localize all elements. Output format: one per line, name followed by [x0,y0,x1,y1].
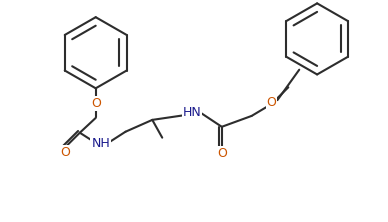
Text: HN: HN [183,107,201,119]
Text: O: O [267,96,276,109]
Text: O: O [91,97,100,110]
Text: O: O [217,147,227,160]
Text: NH: NH [91,137,110,150]
Text: O: O [60,146,70,159]
